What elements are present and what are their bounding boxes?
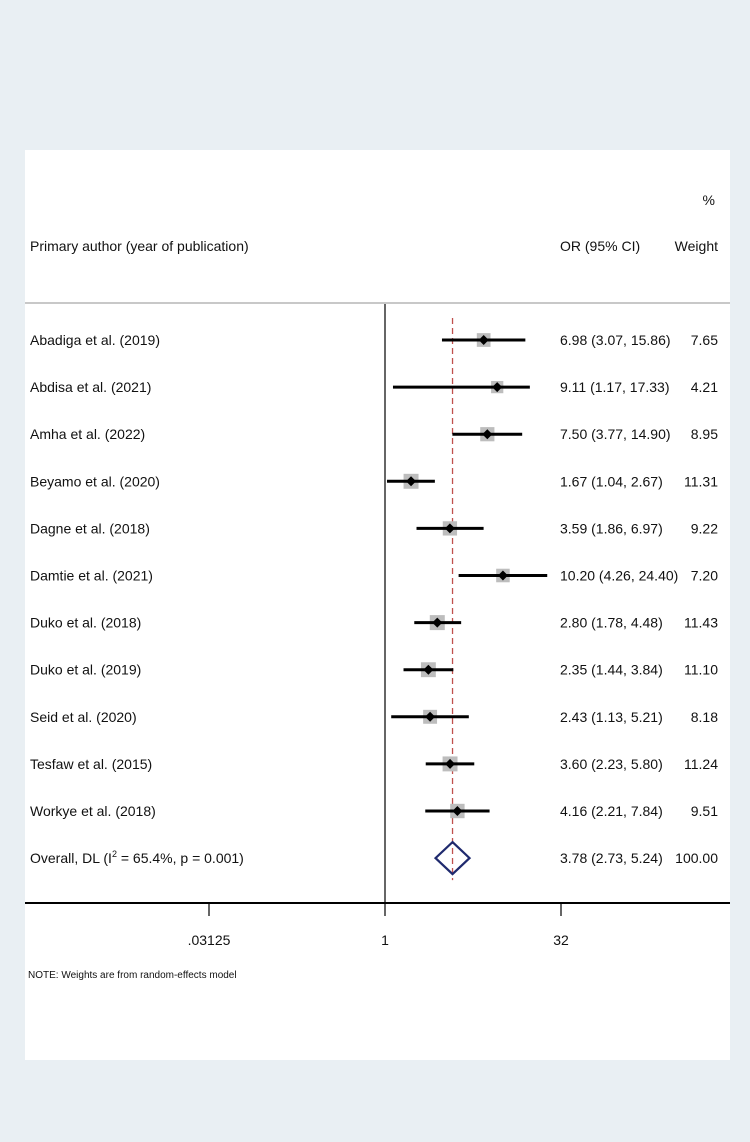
- study-label: Amha et al. (2022): [30, 426, 145, 442]
- weight-column-header: Weight: [675, 238, 718, 254]
- study-label: Abdisa et al. (2021): [30, 379, 151, 395]
- study-row: Amha et al. (2022) 7.50 (3.77, 14.90) 8.95: [30, 426, 718, 442]
- study-or-ci: 2.35 (1.44, 3.84): [560, 662, 663, 678]
- study-or-ci: 7.50 (3.77, 14.90): [560, 426, 671, 442]
- point-estimate-marker: [432, 617, 443, 628]
- footnote: NOTE: Weights are from random-effects mo…: [28, 970, 237, 981]
- study-row: Abadiga et al. (2019) 6.98 (3.07, 15.86) 7…: [30, 332, 718, 348]
- x-axis-tick-label: 1: [381, 932, 389, 948]
- study-weight: 9.51: [691, 803, 718, 819]
- overall-label: Overall, DL (I2 = 65.4%, p = 0.001): [30, 849, 244, 866]
- grid-layer: [384, 303, 454, 903]
- overall-diamond: [433, 840, 472, 876]
- study-row: Duko et al. (2018) 2.80 (1.78, 4.48) 11.43: [30, 615, 718, 631]
- study-label: Beyamo et al. (2020): [30, 473, 160, 489]
- study-weight: 4.21: [691, 379, 718, 395]
- study-row: Duko et al. (2019) 2.35 (1.44, 3.84) 11.10: [30, 662, 718, 678]
- study-or-ci: 6.98 (3.07, 15.86): [560, 332, 671, 348]
- point-estimate-marker: [497, 570, 508, 581]
- study-label: Duko et al. (2018): [30, 615, 141, 631]
- study-weight: 8.95: [691, 426, 718, 442]
- weight-header-percent: %: [703, 192, 715, 208]
- overall-weight: 100.00: [675, 850, 718, 866]
- study-weight: 7.65: [691, 332, 718, 348]
- study-label: Seid et al. (2020): [30, 709, 137, 725]
- study-row: Workye et al. (2018) 4.16 (2.21, 7.84) 9.5…: [30, 803, 718, 819]
- study-weight: 7.20: [691, 568, 718, 584]
- study-row: Seid et al. (2020) 2.43 (1.13, 5.21) 8.18: [30, 709, 718, 725]
- study-row: Damtie et al. (2021) 10.20 (4.26, 24.40) 7…: [30, 568, 718, 584]
- study-weight: 9.22: [691, 520, 718, 536]
- study-weight: 8.18: [691, 709, 718, 725]
- x-axis-tick-label: .03125: [188, 932, 231, 948]
- study-label: Workye et al. (2018): [30, 803, 156, 819]
- or-column-header: OR (95% CI): [560, 238, 640, 254]
- study-or-ci: 1.67 (1.04, 2.67): [560, 473, 663, 489]
- overall-or-ci: 3.78 (2.73, 5.24): [560, 850, 663, 866]
- point-estimate-marker: [406, 476, 417, 487]
- study-or-ci: 3.59 (1.86, 6.97): [560, 520, 663, 536]
- study-row: Abdisa et al. (2021) 9.11 (1.17, 17.33) 4.…: [30, 379, 718, 395]
- study-or-ci: 2.80 (1.78, 4.48): [560, 615, 663, 631]
- point-estimate-marker: [444, 523, 455, 534]
- study-label: Dagne et al. (2018): [30, 520, 150, 536]
- study-or-ci: 9.11 (1.17, 17.33): [560, 379, 669, 395]
- study-row: Dagne et al. (2018) 3.59 (1.86, 6.97) 9.22: [30, 520, 718, 536]
- study-label: Abadiga et al. (2019): [30, 332, 160, 348]
- study-row: Tesfaw et al. (2015) 3.60 (2.23, 5.80) 11.…: [30, 756, 718, 772]
- point-estimate-marker: [445, 758, 456, 769]
- study-or-ci: 4.16 (2.21, 7.84): [560, 803, 663, 819]
- overall-row: Overall, DL (I2 = 65.4%, p = 0.001) 3.78 …: [30, 840, 718, 876]
- point-estimate-marker: [492, 382, 503, 393]
- forest-plot-panel: % Primary author (year of publication) O…: [25, 150, 730, 1060]
- study-weight: 11.10: [684, 662, 718, 678]
- x-axis-tick-label: 32: [553, 932, 569, 948]
- point-estimate-marker: [482, 429, 493, 440]
- point-estimate-marker: [452, 806, 463, 816]
- study-weight: 11.31: [684, 473, 718, 489]
- study-or-ci: 10.20 (4.26, 24.40): [560, 568, 678, 584]
- study-label: Damtie et al. (2021): [30, 568, 153, 584]
- study-row: Beyamo et al. (2020) 1.67 (1.04, 2.67) 11.…: [30, 473, 718, 489]
- study-rows: Abadiga et al. (2019) 6.98 (3.07, 15.86) 7…: [30, 332, 718, 876]
- study-or-ci: 2.43 (1.13, 5.21): [560, 709, 663, 725]
- forest-plot: % Primary author (year of publication) O…: [25, 192, 730, 981]
- study-label: Tesfaw et al. (2015): [30, 756, 152, 772]
- study-label: Duko et al. (2019): [30, 662, 141, 678]
- point-estimate-marker: [423, 664, 434, 675]
- point-estimate-marker: [425, 711, 436, 722]
- point-estimate-marker: [478, 335, 489, 345]
- study-or-ci: 3.60 (2.23, 5.80): [560, 756, 663, 772]
- study-weight: 11.43: [684, 615, 718, 631]
- x-axis: .03125 1 32: [25, 902, 730, 948]
- study-column-header: Primary author (year of publication): [30, 238, 249, 254]
- study-weight: 11.24: [684, 756, 718, 772]
